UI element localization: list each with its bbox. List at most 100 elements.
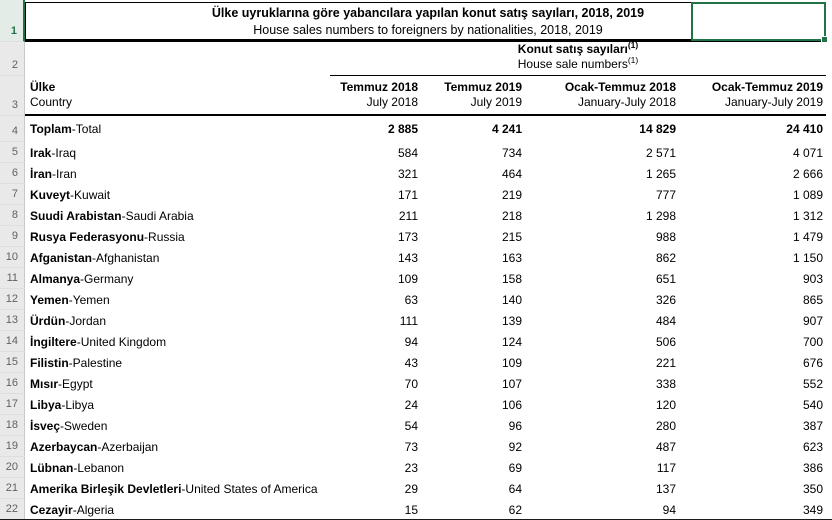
row-number[interactable]: 7 [0, 184, 25, 205]
value-cell-jan-july-2019[interactable]: 623 [679, 436, 826, 457]
country-cell[interactable]: Afganistan - Afghanistan [25, 247, 330, 268]
value-cell-jan-july-2019[interactable]: 700 [679, 331, 826, 352]
col-header-july-2018[interactable]: Temmuz 2018 July 2018 [340, 80, 418, 109]
country-cell[interactable]: Irak - Iraq [25, 142, 330, 163]
value-cell-jan-july-2019[interactable]: 387 [679, 415, 826, 436]
value-cell-july-2019[interactable]: 92 [421, 436, 525, 457]
value-cell-july-2018[interactable]: 24 [330, 394, 421, 415]
value-cell-jan-july-2018[interactable]: 326 [525, 289, 679, 310]
value-cell-july-2019[interactable]: 106 [421, 394, 525, 415]
value-cell-july-2019[interactable]: 139 [421, 310, 525, 331]
row-number[interactable]: 11 [0, 268, 25, 289]
country-cell[interactable]: Cezayir - Algeria [25, 499, 330, 520]
col-header-jan-july-2018[interactable]: Ocak-Temmuz 2018 January-July 2018 [564, 80, 676, 109]
value-cell-july-2019[interactable]: 62 [421, 499, 525, 520]
table-title-cell[interactable]: Ülke uyruklarına göre yabancılara yapıla… [26, 3, 826, 39]
row-number[interactable]: 20 [0, 457, 25, 478]
value-cell-july-2019[interactable]: 464 [421, 163, 525, 184]
country-cell[interactable]: Libya - Libya [25, 394, 330, 415]
value-cell-july-2019[interactable]: 96 [421, 415, 525, 436]
value-cell-july-2018[interactable]: 73 [330, 436, 421, 457]
value-cell-july-2019[interactable]: 140 [421, 289, 525, 310]
value-cell-july-2018[interactable]: 63 [330, 289, 421, 310]
row-number[interactable]: 10 [0, 247, 25, 268]
value-cell-july-2018[interactable]: 143 [330, 247, 421, 268]
country-cell[interactable]: Almanya - Germany [25, 268, 330, 289]
fill-handle[interactable] [821, 36, 828, 43]
row-number[interactable]: 18 [0, 415, 25, 436]
value-cell-july-2019[interactable]: 218 [421, 205, 525, 226]
value-cell-july-2019[interactable]: 124 [421, 331, 525, 352]
row-number[interactable]: 15 [0, 352, 25, 373]
value-cell-july-2018[interactable]: 43 [330, 352, 421, 373]
row-number[interactable]: 14 [0, 331, 25, 352]
value-cell-jan-july-2019[interactable]: 1 312 [679, 205, 826, 226]
country-cell[interactable]: Amerika Birleşik Devletleri - United Sta… [25, 478, 330, 499]
value-cell-jan-july-2018[interactable]: 2 571 [525, 142, 679, 163]
country-cell[interactable]: İran - Iran [25, 163, 330, 184]
value-cell-jan-july-2018[interactable]: 506 [525, 331, 679, 352]
value-cell-july-2018[interactable]: 54 [330, 415, 421, 436]
row-number[interactable]: 1 [0, 0, 25, 42]
row-number[interactable]: 6 [0, 163, 25, 184]
total-value-july-2019[interactable]: 4 241 [491, 122, 522, 136]
value-cell-jan-july-2019[interactable]: 4 071 [679, 142, 826, 163]
value-cell-jan-july-2019[interactable]: 1 150 [679, 247, 826, 268]
value-cell-jan-july-2018[interactable]: 120 [525, 394, 679, 415]
total-value-july-2018[interactable]: 2 885 [387, 122, 418, 136]
value-cell-jan-july-2019[interactable]: 552 [679, 373, 826, 394]
value-cell-july-2019[interactable]: 64 [421, 478, 525, 499]
value-cell-jan-july-2018[interactable]: 988 [525, 226, 679, 247]
country-cell[interactable]: Lübnan - Lebanon [25, 457, 330, 478]
total-value-jan-july-2018[interactable]: 14 829 [639, 122, 676, 136]
row-number[interactable]: 19 [0, 436, 25, 457]
value-cell-jan-july-2018[interactable]: 117 [525, 457, 679, 478]
value-cell-july-2019[interactable]: 69 [421, 457, 525, 478]
total-value-jan-july-2019[interactable]: 24 410 [786, 122, 823, 136]
country-cell[interactable]: Ürdün - Jordan [25, 310, 330, 331]
total-label-cell[interactable]: Toplam - Total [25, 116, 330, 142]
value-cell-july-2019[interactable]: 107 [421, 373, 525, 394]
value-cell-jan-july-2018[interactable]: 1 265 [525, 163, 679, 184]
value-cell-jan-july-2019[interactable]: 1 479 [679, 226, 826, 247]
row-number[interactable]: 4 [0, 116, 25, 142]
value-cell-jan-july-2018[interactable]: 1 298 [525, 205, 679, 226]
col-header-july-2019[interactable]: Temmuz 2019 July 2019 [444, 80, 522, 109]
value-cell-july-2018[interactable]: 111 [330, 310, 421, 331]
value-cell-july-2018[interactable]: 109 [330, 268, 421, 289]
row-number[interactable]: 22 [0, 499, 25, 520]
country-cell[interactable]: Kuveyt - Kuwait [25, 184, 330, 205]
empty-cell[interactable] [25, 42, 330, 76]
row-number[interactable]: 2 [0, 42, 25, 76]
country-cell[interactable]: Filistin - Palestine [25, 352, 330, 373]
country-cell[interactable]: İngiltere - United Kingdom [25, 331, 330, 352]
row-number[interactable]: 17 [0, 394, 25, 415]
value-cell-jan-july-2019[interactable]: 907 [679, 310, 826, 331]
value-cell-jan-july-2018[interactable]: 777 [525, 184, 679, 205]
col-header-jan-july-2019[interactable]: Ocak-Temmuz 2019 January-July 2019 [711, 80, 823, 109]
value-cell-jan-july-2018[interactable]: 94 [525, 499, 679, 520]
row-number[interactable]: 12 [0, 289, 25, 310]
value-cell-jan-july-2019[interactable]: 903 [679, 268, 826, 289]
value-cell-jan-july-2019[interactable]: 865 [679, 289, 826, 310]
row-number[interactable]: 3 [0, 76, 25, 116]
value-cell-july-2019[interactable]: 219 [421, 184, 525, 205]
country-cell[interactable]: Azerbaycan - Azerbaijan [25, 436, 330, 457]
selected-cell[interactable] [691, 2, 828, 43]
row-number[interactable]: 21 [0, 478, 25, 499]
value-cell-july-2018[interactable]: 70 [330, 373, 421, 394]
row-number[interactable]: 9 [0, 226, 25, 247]
country-cell[interactable]: Mısır - Egypt [25, 373, 330, 394]
country-cell[interactable]: Rusya Federasyonu - Russia [25, 226, 330, 247]
row-number[interactable]: 8 [0, 205, 25, 226]
country-cell[interactable]: Suudi Arabistan - Saudi Arabia [25, 205, 330, 226]
value-cell-july-2019[interactable]: 734 [421, 142, 525, 163]
value-cell-july-2019[interactable]: 163 [421, 247, 525, 268]
value-cell-jan-july-2019[interactable]: 540 [679, 394, 826, 415]
row-number[interactable]: 13 [0, 310, 25, 331]
country-cell[interactable]: İsveç - Sweden [25, 415, 330, 436]
value-cell-jan-july-2018[interactable]: 137 [525, 478, 679, 499]
country-cell[interactable]: Yemen - Yemen [25, 289, 330, 310]
value-cell-july-2018[interactable]: 29 [330, 478, 421, 499]
value-cell-jan-july-2019[interactable]: 386 [679, 457, 826, 478]
